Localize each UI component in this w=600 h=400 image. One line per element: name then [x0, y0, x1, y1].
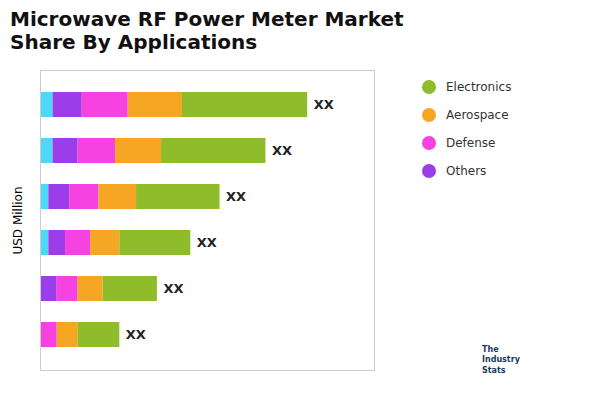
svg-text:XX: XX	[314, 97, 334, 112]
html-text:Electronics: Electronics	[446, 80, 512, 94]
html-text:Aerospace: Aerospace	[446, 108, 509, 122]
html-text:Defense: Defense	[446, 136, 496, 150]
html-text:Microwave RF Power Meter Marke: Microwave RF Power Meter Market Share By…	[10, 7, 404, 54]
svg-text:XX: XX	[163, 281, 183, 296]
svg-text:XX: XX	[197, 235, 217, 250]
svg-text:XX: XX	[272, 143, 292, 158]
svg-text:USD Million: USD Million	[11, 186, 25, 254]
svg-text:XX: XX	[226, 189, 246, 204]
svg-text:XX: XX	[126, 327, 146, 342]
html-text:The Industry Stats: The Industry Stats	[482, 344, 520, 375]
html-text:Others: Others	[446, 164, 487, 178]
